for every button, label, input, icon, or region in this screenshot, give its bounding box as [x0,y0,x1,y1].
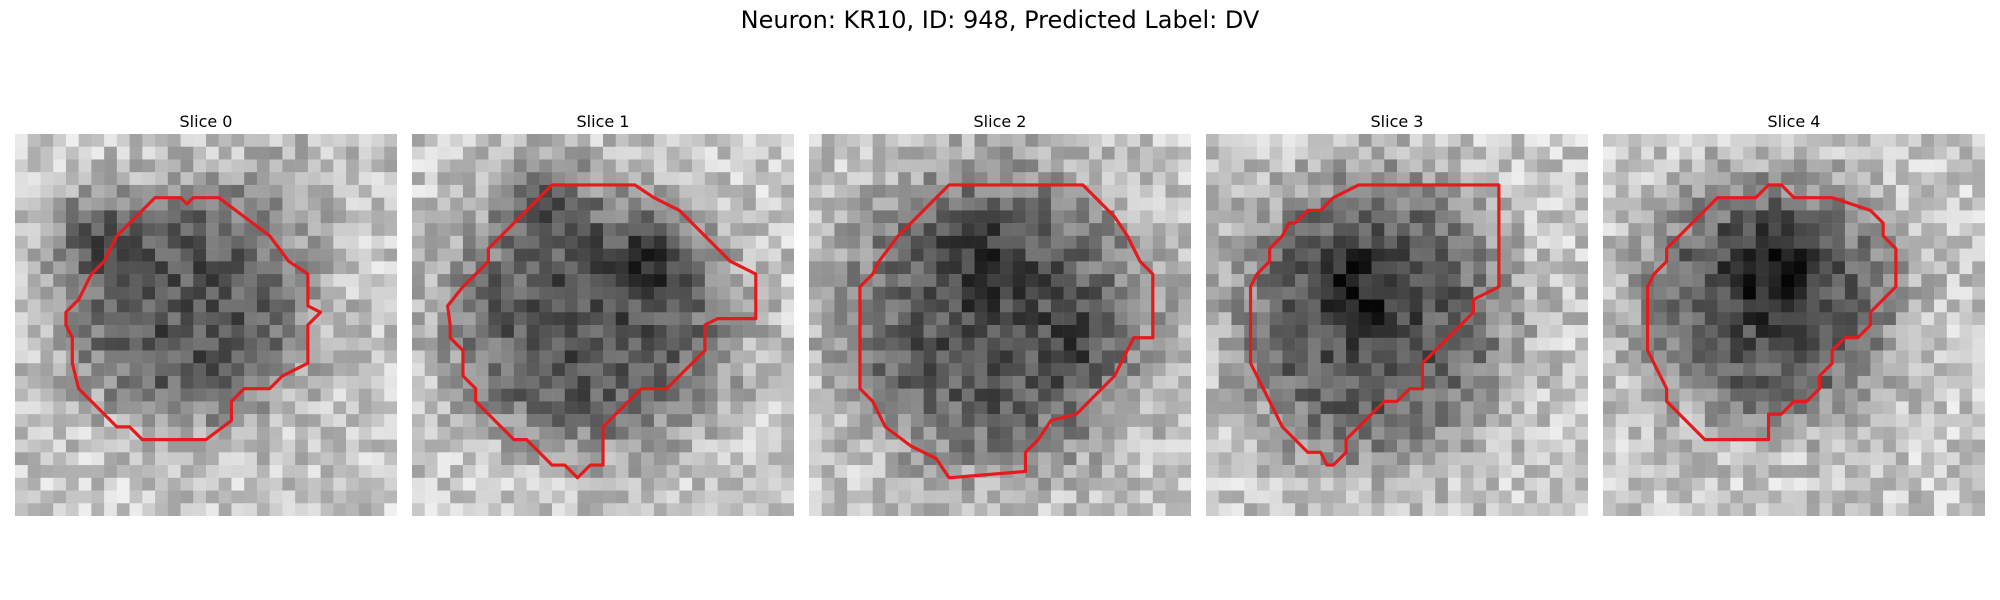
roi-contour-3 [1248,183,1501,467]
slice-image-3 [1206,134,1588,516]
slice-title-0: Slice 0 [179,112,233,131]
slice-image-0 [15,134,397,516]
slice-panel-4: Slice 4 [1603,110,1985,516]
slice-panel-1: Slice 1 [412,110,794,516]
slice-panel-3: Slice 3 [1206,110,1588,516]
slice-title-2: Slice 2 [973,112,1027,131]
slice-image-4 [1603,134,1985,516]
slice-title-4: Slice 4 [1767,112,1821,131]
slice-panel-0: Slice 0 [15,110,397,516]
slice-title-1: Slice 1 [576,112,630,131]
roi-contour-1 [446,183,758,480]
slice-title-3: Slice 3 [1370,112,1424,131]
roi-contour-2 [858,183,1155,480]
roi-contour-0 [64,196,323,442]
slice-image-1 [412,134,794,516]
roi-contour-4 [1645,183,1898,442]
figure-title: Neuron: KR10, ID: 948, Predicted Label: … [740,6,1260,34]
slice-panel-2: Slice 2 [809,110,1191,516]
slice-image-2 [809,134,1191,516]
